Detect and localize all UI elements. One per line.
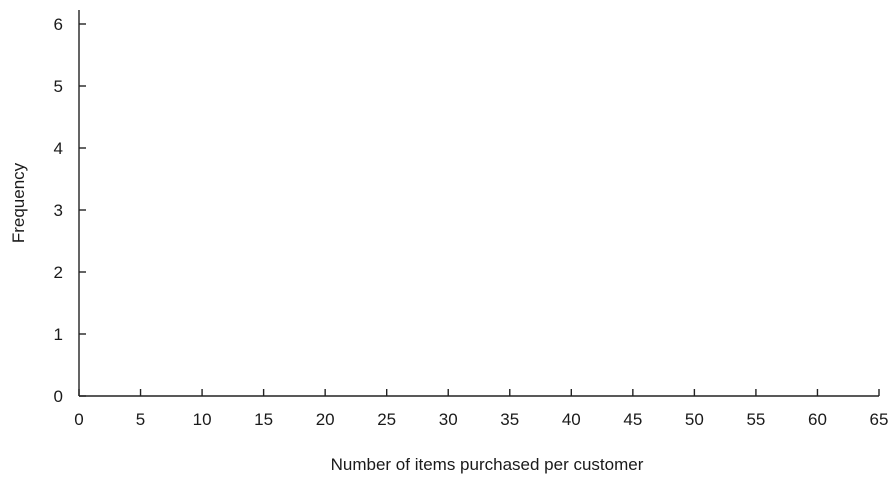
- x-tick-label: 40: [562, 410, 581, 429]
- y-tick-label: 5: [54, 77, 63, 96]
- x-tick-label: 45: [623, 410, 642, 429]
- y-tick-label: 6: [54, 15, 63, 34]
- x-tick-label: 65: [870, 410, 889, 429]
- y-tick-label: 0: [54, 387, 63, 406]
- y-tick-label: 2: [54, 263, 63, 282]
- x-ticks: 0 5 10 15 20 25 30 35 40 45 50 55 60 65: [74, 389, 888, 429]
- y-ticks: 0 1 2 3 4 5 6: [54, 15, 86, 406]
- y-tick-label: 1: [54, 325, 63, 344]
- x-tick-label: 25: [377, 410, 396, 429]
- x-tick-label: 55: [746, 410, 765, 429]
- y-tick-label: 3: [54, 201, 63, 220]
- x-tick-label: 20: [316, 410, 335, 429]
- x-tick-label: 60: [808, 410, 827, 429]
- x-tick-label: 15: [254, 410, 273, 429]
- y-tick-label: 4: [54, 139, 63, 158]
- x-tick-label: 0: [74, 410, 83, 429]
- x-axis: 0 5 10 15 20 25 30 35 40 45 50 55 60 65: [74, 389, 888, 429]
- x-axis-title: Number of items purchased per customer: [331, 455, 644, 474]
- x-tick-label: 5: [136, 410, 145, 429]
- x-tick-label: 10: [193, 410, 212, 429]
- x-tick-label: 30: [439, 410, 458, 429]
- y-axis-title: Frequency: [9, 162, 28, 243]
- x-tick-label: 35: [500, 410, 519, 429]
- y-axis: 0 1 2 3 4 5 6: [54, 10, 86, 406]
- x-tick-label: 50: [685, 410, 704, 429]
